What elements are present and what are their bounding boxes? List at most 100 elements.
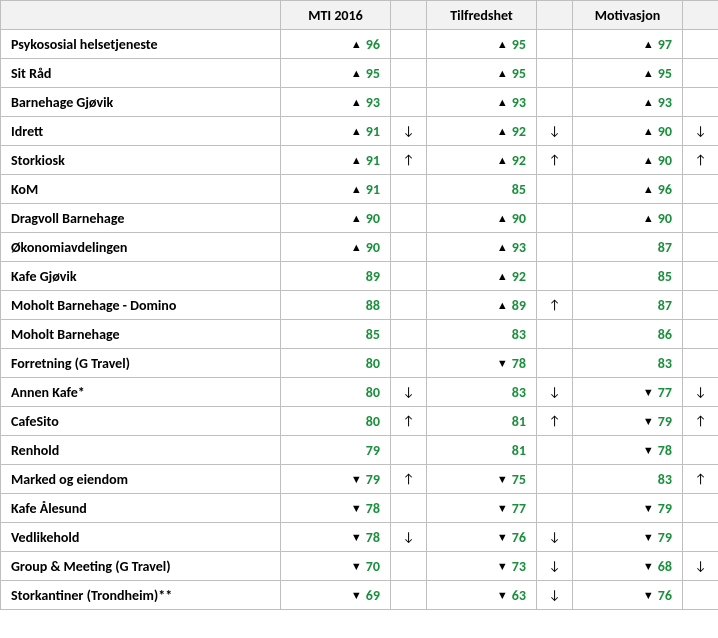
mti-value: ▲96 (281, 30, 391, 59)
motivasjon-trend (683, 175, 718, 204)
table-row: Kafe Gjøvik89▲9285 (1, 262, 718, 291)
triangle-down-icon: ▼ (497, 357, 508, 370)
score-value: 80 (366, 384, 380, 401)
score-value: 90 (658, 123, 672, 140)
score-value: 76 (658, 587, 672, 604)
arrow-down-icon: ↓ (403, 530, 415, 545)
arrow-up-icon: ↑ (549, 298, 561, 313)
score-value: 70 (366, 558, 380, 575)
score-value: 91 (366, 181, 380, 198)
triangle-up-icon: ▲ (497, 125, 508, 138)
triangle-down-icon: ▼ (351, 502, 362, 515)
mti-value: ▲91 (281, 117, 391, 146)
score-value: 93 (512, 239, 526, 256)
row-label: Økonomiavdelingen (1, 233, 281, 262)
tilfredshet-trend (537, 233, 573, 262)
motivasjon-trend (683, 233, 718, 262)
motivasjon-trend (683, 523, 718, 552)
motivasjon-trend (683, 436, 718, 465)
motivasjon-value: ▲95 (573, 59, 683, 88)
tilfredshet-trend (537, 436, 573, 465)
score-value: 81 (512, 413, 526, 430)
triangle-up-icon: ▲ (497, 299, 508, 312)
score-value: 91 (366, 152, 380, 169)
score-value: 90 (658, 210, 672, 227)
triangle-up-icon: ▲ (643, 125, 654, 138)
arrow-up-icon: ↑ (549, 153, 561, 168)
row-label: Annen Kafe* (1, 378, 281, 407)
row-label: KoM (1, 175, 281, 204)
motivasjon-value: 83 (573, 349, 683, 378)
col-header-tilfredshet: Tilfredshet (427, 1, 537, 30)
motivasjon-value: ▼79 (573, 523, 683, 552)
table-row: Vedlikehold▼78↓▼76↓▼79 (1, 523, 718, 552)
tilfredshet-trend: ↓ (537, 117, 573, 146)
score-value: 85 (366, 326, 380, 343)
col-header-mot-trend (683, 1, 718, 30)
arrow-up-icon: ↑ (403, 153, 415, 168)
mti-trend (391, 552, 427, 581)
mti-value: ▼ 70 (281, 552, 391, 581)
row-label: CafeSito (1, 407, 281, 436)
motivasjon-value: ▲90 (573, 146, 683, 175)
tilfredshet-value: ▲93 (427, 233, 537, 262)
triangle-up-icon: ▲ (497, 38, 508, 51)
tilfredshet-trend (537, 465, 573, 494)
triangle-down-icon: ▼ (497, 473, 508, 486)
arrow-up-icon: ↑ (549, 414, 561, 429)
mti-trend: ↓ (391, 378, 427, 407)
table-row: Group & Meeting (G Travel)▼70▼73↓▼68↓ (1, 552, 718, 581)
triangle-down-icon: ▼ (643, 386, 654, 399)
triangle-up-icon: ▲ (643, 38, 654, 51)
mti-trend (391, 30, 427, 59)
motivasjon-trend (683, 291, 718, 320)
triangle-up-icon: ▲ (351, 67, 362, 80)
col-header-til-trend (537, 1, 573, 30)
tilfredshet-value: ▼73 (427, 552, 537, 581)
triangle-up-icon: ▲ (643, 67, 654, 80)
score-value: 91 (366, 123, 380, 140)
score-value: 79 (658, 529, 672, 546)
score-value: 83 (512, 384, 526, 401)
motivasjon-trend (683, 204, 718, 233)
table-row: Moholt Barnehage - Domino88▲89↑87 (1, 291, 718, 320)
score-value: 77 (512, 500, 526, 517)
triangle-down-icon: ▼ (643, 415, 654, 428)
score-value: 87 (658, 297, 672, 314)
mti-value: 80 (281, 378, 391, 407)
motivasjon-value: ▲96 (573, 175, 683, 204)
table-row: KoM▲9185▲96 (1, 175, 718, 204)
tilfredshet-value: ▲95 (427, 59, 537, 88)
arrow-down-icon: ↓ (549, 559, 561, 574)
motivasjon-value: ▲97 (573, 30, 683, 59)
motivasjon-trend (683, 581, 718, 610)
triangle-down-icon: ▼ (643, 444, 654, 457)
tilfredshet-value: ▲93 (427, 88, 537, 117)
mti-trend: ↓ (391, 117, 427, 146)
motivasjon-value: ▲90 (573, 204, 683, 233)
motivasjon-trend: ↑ (683, 146, 718, 175)
score-value: 78 (366, 529, 380, 546)
mti-value: ▲93 (281, 88, 391, 117)
tilfredshet-trend (537, 88, 573, 117)
table-row: CafeSito80↑81↑▼79↑ (1, 407, 718, 436)
tilfredshet-value: ▼78 (427, 349, 537, 378)
table-row: Idrett▲91↓▲92↓▲90↓ (1, 117, 718, 146)
table-row: Sit Råd▲95▲95▲95 (1, 59, 718, 88)
triangle-down-icon: ▼ (351, 560, 362, 573)
motivasjon-trend (683, 59, 718, 88)
mti-trend (391, 175, 427, 204)
mti-value: ▼79 (281, 465, 391, 494)
score-value: 81 (512, 442, 526, 459)
mti-trend (391, 59, 427, 88)
tilfredshet-value: ▲92 (427, 262, 537, 291)
score-value: 87 (658, 239, 672, 256)
score-value: 75 (512, 471, 526, 488)
table-row: Moholt Barnehage858386 (1, 320, 718, 349)
triangle-down-icon: ▼ (497, 531, 508, 544)
score-value: 85 (658, 268, 672, 285)
score-value: 77 (658, 384, 672, 401)
score-value: 93 (658, 94, 672, 111)
mti-value: 88 (281, 291, 391, 320)
motivasjon-trend: ↓ (683, 117, 718, 146)
